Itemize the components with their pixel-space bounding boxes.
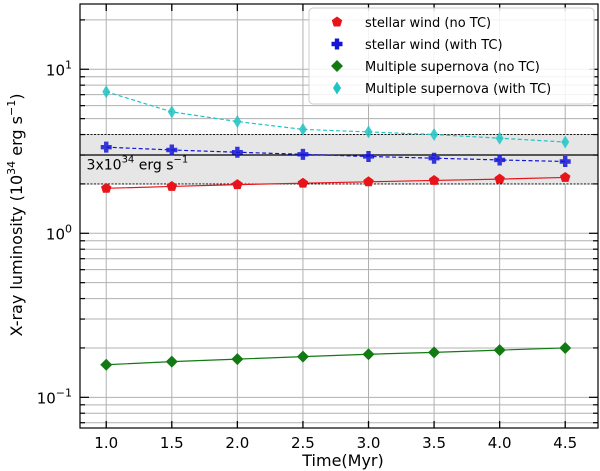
series-4-point — [233, 115, 242, 129]
series-1-point — [297, 177, 309, 188]
series-2-point — [166, 144, 178, 156]
series-1-point — [101, 182, 112, 193]
series-2 — [100, 141, 571, 167]
x-tick-label: 2.0 — [225, 434, 249, 452]
y-tick-label: 101 — [46, 58, 72, 79]
series-3-point — [428, 346, 441, 359]
series-3-line — [106, 347, 566, 366]
series-2-point — [494, 154, 506, 166]
series-3-point — [296, 350, 309, 363]
series-4-point — [495, 131, 504, 145]
y-axis-label: X-ray luminosity (1034 erg s−1) — [5, 94, 26, 337]
legend-label: stellar wind (with TC) — [365, 38, 503, 53]
x-axis-label: Time(Myr) — [301, 451, 384, 470]
legend-marker — [331, 60, 343, 72]
series-4-point — [430, 128, 439, 142]
series-1-point — [494, 173, 505, 184]
x-tick-label: 3.0 — [357, 434, 381, 452]
legend-box — [308, 7, 595, 105]
series-4-line — [106, 91, 566, 143]
axis-ticks: 1.0 1.5 2.0 2.5 3.0 3.5 4.0 4.5 10−1 100 101 — [37, 4, 598, 452]
series-2-point — [428, 152, 440, 164]
series-2-point — [559, 155, 571, 167]
x-tick-label: 1.5 — [160, 434, 184, 452]
data-series — [100, 85, 572, 371]
series-1-point — [363, 176, 374, 187]
x-tick-label: 3.5 — [422, 434, 446, 452]
series-4-point — [364, 125, 373, 139]
series-3-point — [559, 341, 572, 354]
band-annotation: 3x1034 erg s−1 — [87, 154, 189, 173]
legend-label: Multiple supernova (no TC) — [365, 60, 540, 75]
series-3-point — [165, 355, 178, 368]
series-2-point — [100, 141, 112, 153]
series-1 — [101, 171, 571, 193]
legend-marker — [333, 81, 341, 95]
series-2-point — [297, 148, 309, 160]
series-1-point — [232, 179, 243, 190]
series-2-point — [231, 146, 243, 158]
band-fill — [80, 134, 598, 184]
series-3-point — [231, 353, 244, 366]
x-tick-label: 2.5 — [291, 434, 315, 452]
legend-label: stellar wind (no TC) — [365, 16, 491, 31]
series-4 — [102, 85, 570, 149]
x-tick-label: 1.0 — [94, 434, 118, 452]
series-1-point — [559, 171, 571, 182]
series-3 — [100, 341, 572, 371]
series-4-point — [102, 85, 111, 99]
series-4-point — [298, 122, 307, 136]
luminosity-band — [80, 134, 598, 185]
series-3-point — [362, 348, 375, 361]
legend: stellar wind (no TC) stellar wind (with T… — [308, 7, 595, 105]
legend-marker — [331, 38, 343, 50]
series-1-point — [166, 180, 178, 191]
series-4-point — [167, 105, 176, 119]
series-4-point — [561, 135, 570, 149]
y-tick-label: 10−1 — [37, 386, 72, 407]
series-2-line — [106, 146, 566, 163]
series-3-point — [493, 344, 506, 357]
x-tick-label: 4.0 — [488, 434, 512, 452]
legend-label: Multiple supernova (with TC) — [365, 82, 551, 97]
plot-frame — [79, 3, 599, 429]
series-3-point — [100, 358, 113, 371]
legend-marker — [331, 16, 343, 27]
series-1-line — [106, 176, 566, 189]
y-tick-label: 100 — [46, 222, 72, 243]
x-tick-label: 4.5 — [553, 434, 577, 452]
series-2-point — [363, 150, 375, 162]
series-1-point — [428, 174, 440, 185]
band-label: 3x1034 erg s−1 — [87, 154, 189, 173]
